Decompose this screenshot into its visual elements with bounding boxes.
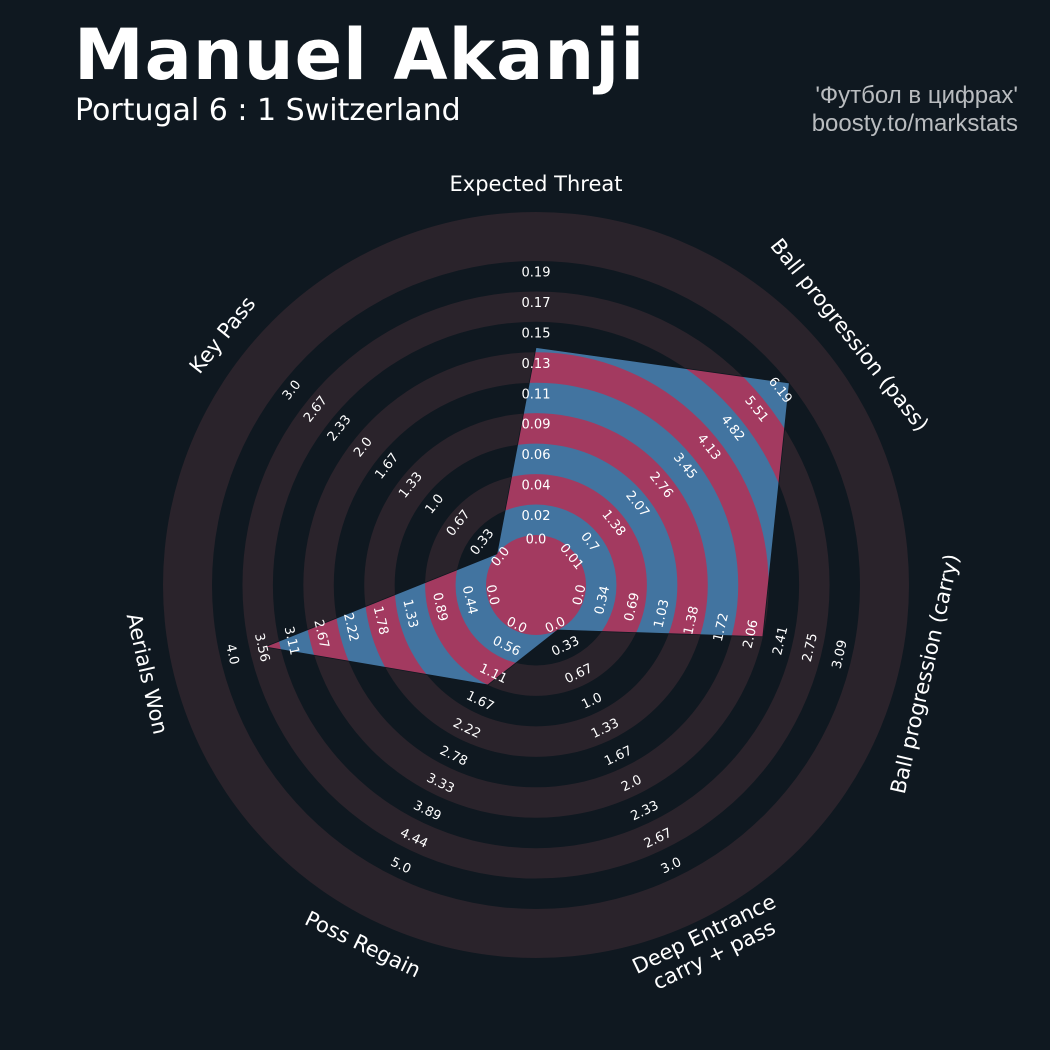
- tick-label: 0.0: [483, 583, 502, 607]
- tick-label: 0.13: [522, 357, 551, 372]
- value-band-center: [486, 535, 586, 635]
- tick-label: 3.0: [659, 855, 684, 877]
- value-area: [263, 347, 790, 686]
- tick-label: 1.33: [399, 598, 420, 630]
- tick-label: 0.0: [526, 533, 547, 548]
- credit-line-2: boosty.to/markstats: [811, 110, 1018, 137]
- tick-label: 4.0: [222, 643, 241, 667]
- tick-label: 0.0: [570, 583, 589, 607]
- value-polygon: [264, 347, 790, 685]
- tick-label: 2.75: [800, 632, 821, 664]
- param-label: Aerials Won: [122, 611, 173, 737]
- tick-label: 0.04: [522, 479, 551, 494]
- tick-label: 2.06: [741, 618, 762, 650]
- value-outline: [263, 347, 790, 686]
- tick-label: 0.69: [622, 591, 643, 623]
- tick-label: 2.67: [310, 618, 331, 650]
- tick-label: 5.0: [388, 855, 413, 877]
- value-fill: [264, 347, 790, 685]
- credit-line-1: 'Футбол в цифрах': [815, 82, 1018, 109]
- tick-label: 0.19: [522, 266, 551, 281]
- tick-label: 2.41: [770, 625, 791, 657]
- tick-label: 1.72: [711, 612, 732, 644]
- tick-label: 0.17: [522, 296, 551, 311]
- tick-label: 3.11: [281, 625, 302, 657]
- tick-label: 0.06: [522, 448, 551, 463]
- tick-label: 1.38: [681, 605, 702, 637]
- credit: 'Футбол в цифрах' boosty.to/markstats: [812, 82, 1018, 138]
- tick-label: 3.09: [830, 639, 851, 671]
- tick-label: 0.15: [522, 326, 551, 341]
- tick-label: 1.0: [580, 690, 605, 712]
- tick-label: 0.44: [459, 584, 480, 616]
- tick-label: 1.78: [370, 605, 391, 637]
- tick-label: 1.03: [652, 598, 673, 630]
- tick-label: 0.89: [429, 591, 450, 623]
- tick-label: 0.34: [592, 584, 613, 616]
- param-label: Expected Threat: [450, 172, 623, 196]
- tick-label: 2.22: [340, 612, 361, 644]
- tick-label: 3.56: [251, 632, 272, 664]
- tick-label: 0.09: [522, 418, 551, 433]
- match-line: Portugal 6 : 1 Switzerland: [75, 93, 461, 128]
- tick-label: 0.02: [522, 509, 551, 524]
- tick-label: 0.11: [522, 387, 551, 402]
- player-name: Manuel Akanji: [74, 14, 646, 96]
